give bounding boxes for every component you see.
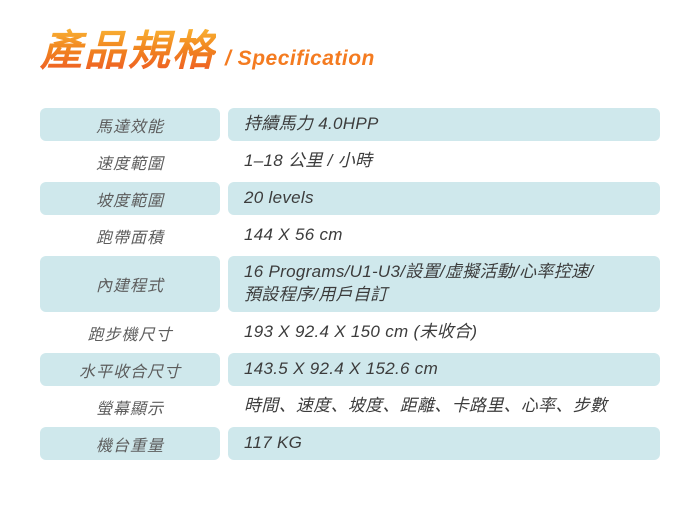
spec-label: 螢幕顯示 xyxy=(95,400,164,418)
spec-label: 內建程式 xyxy=(40,256,220,313)
page-title: 產品規格 / Specification xyxy=(40,27,660,74)
spec-value: 143.5 X 92.4 X 152.6 cm xyxy=(228,353,660,387)
spec-value: 117 KG xyxy=(228,427,660,461)
spec-label: 速度範圍 xyxy=(95,155,164,173)
spec-value: 1–18 公里 / 小時 xyxy=(244,151,373,171)
spec-label: 馬達效能 xyxy=(40,108,220,142)
spec-value: 時間、速度、坡度、距離、卡路里、心率、步數 xyxy=(244,396,608,416)
spec-row: 內建程式 16 Programs/U1-U3/設置/虛擬活動/心率控速/ 預設程… xyxy=(40,256,660,313)
page-title-zh: 產品規格 xyxy=(40,27,217,74)
spec-row: 速度範圍 1–18 公里 / 小時 xyxy=(40,145,660,178)
spec-row: 坡度範圍 20 levels xyxy=(40,182,660,216)
spec-row: 跑帶面積 144 X 56 cm xyxy=(40,219,660,252)
spec-label: 跑步機尺寸 xyxy=(87,326,173,344)
spec-value: 193 X 92.4 X 150 cm (未收合) xyxy=(244,322,478,342)
spec-table: 馬達效能 持續馬力 4.0HPP 速度範圍 1–18 公里 / 小時 坡度範圍 … xyxy=(40,108,660,464)
spec-label: 跑帶面積 xyxy=(95,229,164,247)
spec-row: 水平收合尺寸 143.5 X 92.4 X 152.6 cm xyxy=(40,353,660,387)
spec-row: 跑步機尺寸 193 X 92.4 X 150 cm (未收合) xyxy=(40,316,660,349)
spec-value: 20 levels xyxy=(228,182,660,216)
spec-value: 144 X 56 cm xyxy=(244,225,343,245)
page-title-en: / Specification xyxy=(225,47,375,70)
spec-row: 馬達效能 持續馬力 4.0HPP xyxy=(40,108,660,142)
spec-row: 機台重量 117 KG xyxy=(40,427,660,461)
spec-row: 螢幕顯示 時間、速度、坡度、距離、卡路里、心率、步數 xyxy=(40,390,660,423)
spec-label: 水平收合尺寸 xyxy=(40,353,220,387)
spec-value: 16 Programs/U1-U3/設置/虛擬活動/心率控速/ 預設程序/用戶自… xyxy=(228,256,660,313)
spec-label: 機台重量 xyxy=(40,427,220,461)
spec-label: 坡度範圍 xyxy=(40,182,220,216)
spec-value: 持續馬力 4.0HPP xyxy=(228,108,660,142)
